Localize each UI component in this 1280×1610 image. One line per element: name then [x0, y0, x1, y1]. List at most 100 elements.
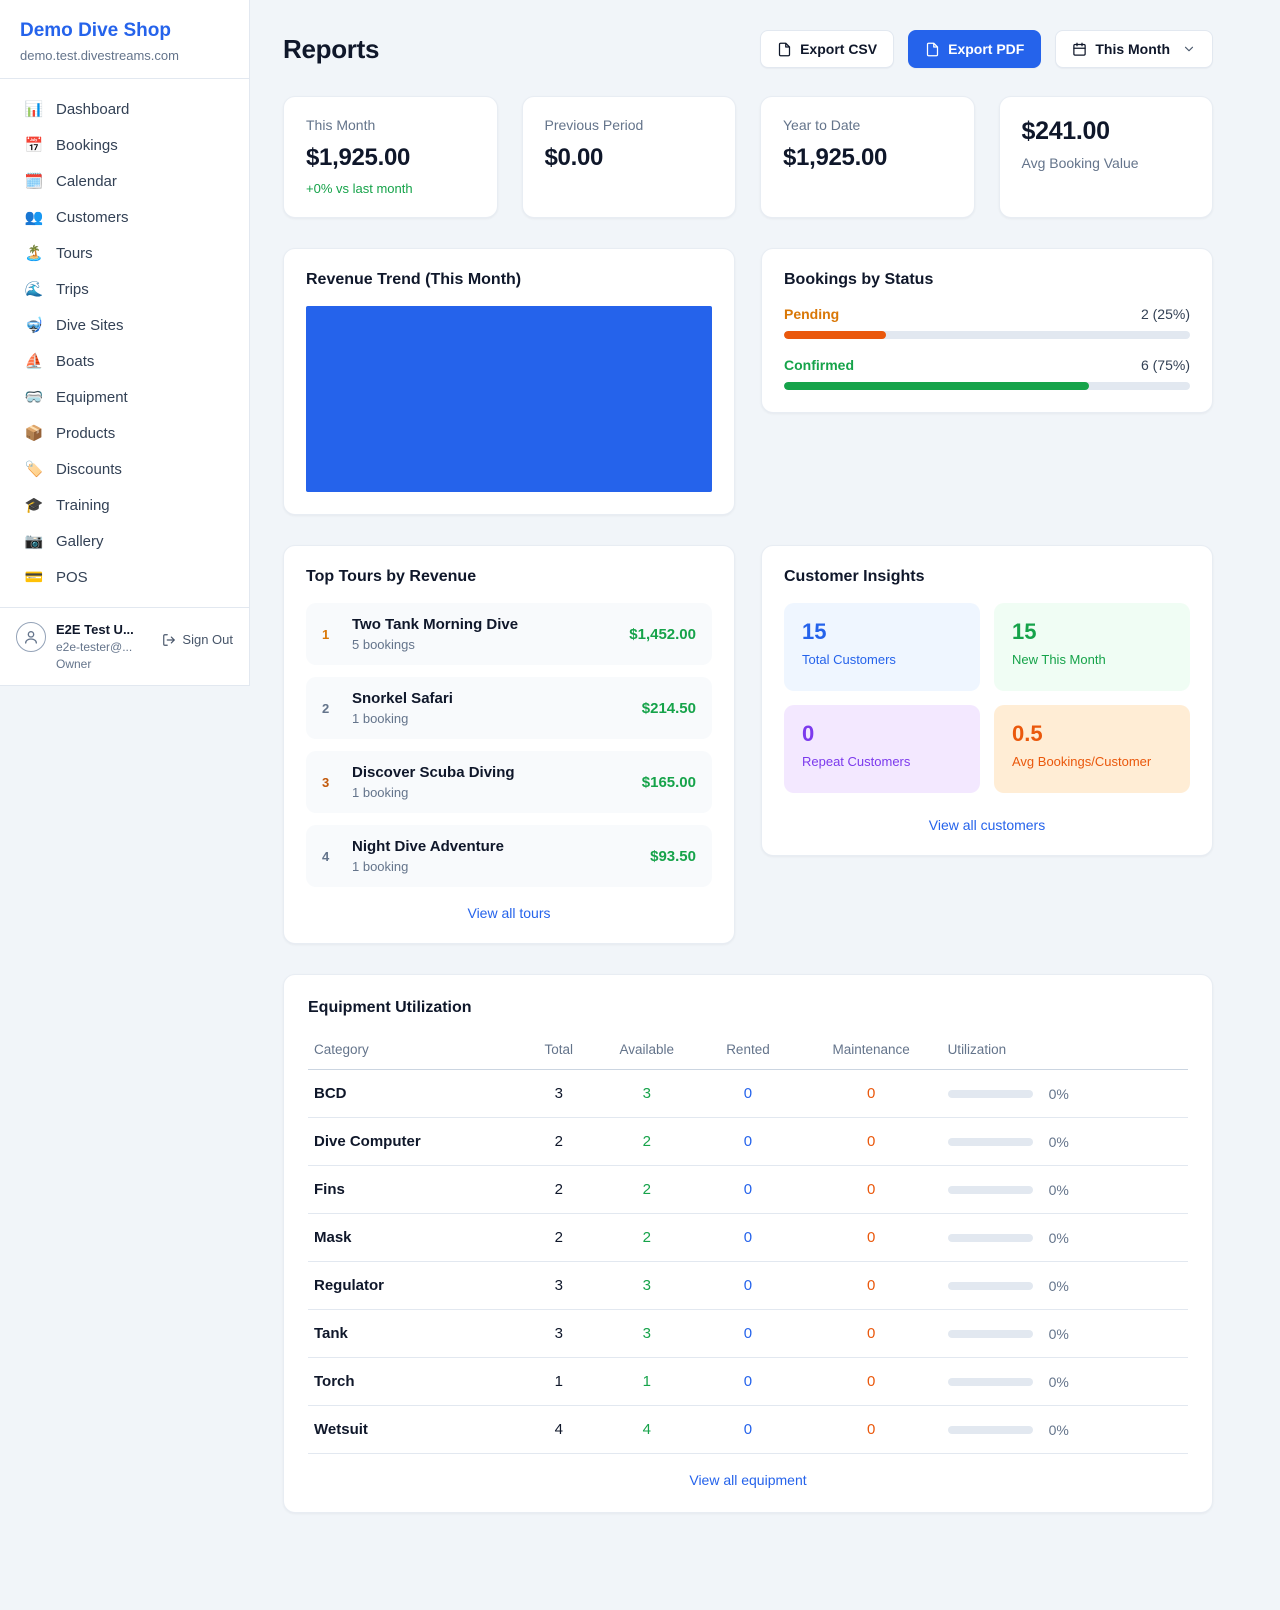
sidebar-item-boats[interactable]: ⛵ Boats: [12, 343, 237, 379]
tour-bookings: 1 booking: [352, 785, 409, 800]
cell-total: 3: [519, 1261, 599, 1310]
table-row: BCD 3 3 0 0 0%: [308, 1069, 1188, 1118]
sidebar-item-discounts[interactable]: 🏷️ Discounts: [12, 451, 237, 487]
utilization-bar: [947, 1089, 1033, 1098]
bookings-by-status-title: Bookings by Status: [784, 271, 934, 288]
cell-total: 2: [519, 1117, 599, 1166]
utilization-bar: [947, 1377, 1033, 1386]
sidebar-item-label: Products: [56, 424, 116, 442]
sidebar-item-bookings[interactable]: 📅 Bookings: [12, 127, 237, 163]
table-row: Mask 2 2 0 0 0%: [308, 1213, 1188, 1262]
status-value: 2 (25%): [1140, 306, 1190, 322]
bookings-icon: 📅: [24, 137, 44, 154]
column-header-utilization: Utilization: [941, 1034, 1188, 1070]
sidebar-item-pos[interactable]: 💳 POS: [12, 559, 237, 595]
cell-category: Regulator: [308, 1261, 520, 1310]
export-csv-label: Export CSV: [800, 41, 878, 57]
shop-name: Demo Dive Shop: [20, 20, 171, 41]
cell-total: 1: [519, 1357, 599, 1406]
sidebar-item-dive-sites[interactable]: 🤿 Dive Sites: [12, 307, 237, 343]
sidebar-item-dashboard[interactable]: 📊 Dashboard: [12, 91, 237, 127]
cell-maintenance: 0: [800, 1213, 942, 1262]
cell-category: Mask: [308, 1213, 520, 1262]
column-header-category: Category: [308, 1034, 520, 1070]
cell-utilization: 0%: [941, 1117, 1188, 1166]
cell-rented: 0: [695, 1261, 801, 1310]
cell-rented: 0: [695, 1117, 801, 1166]
period-dropdown[interactable]: This Month: [1055, 30, 1213, 68]
cell-available: 2: [598, 1165, 696, 1214]
cell-available: 4: [598, 1405, 696, 1454]
shop-domain: demo.test.divestreams.com: [20, 48, 179, 63]
utilization-bar: [947, 1185, 1033, 1194]
view-all-tours-link[interactable]: View all tours: [306, 905, 712, 921]
utilization-percent: 0%: [1048, 1277, 1069, 1294]
insight-avg-bookings-per-customer: 0.5 Avg Bookings/Customer: [994, 705, 1190, 793]
view-all-equipment-link[interactable]: View all equipment: [308, 1472, 1188, 1488]
cell-available: 1: [598, 1357, 696, 1406]
customer-insights-title: Customer Insights: [784, 568, 925, 585]
cell-utilization: 0%: [941, 1357, 1188, 1406]
equipment-utilization-card: Equipment Utilization Category Total Ava…: [283, 974, 1213, 1513]
sidebar-item-label: Dive Sites: [56, 316, 124, 334]
tour-rank: 2: [322, 700, 330, 716]
sidebar-item-training[interactable]: 🎓 Training: [12, 487, 237, 523]
calendar-icon: [1073, 42, 1087, 56]
utilization-percent: 0%: [1048, 1373, 1069, 1390]
cell-rented: 0: [695, 1357, 801, 1406]
table-row: Torch 1 1 0 0 0%: [308, 1357, 1188, 1406]
sidebar-item-gallery[interactable]: 📷 Gallery: [12, 523, 237, 559]
sidebar-item-trips[interactable]: 🌊 Trips: [12, 271, 237, 307]
table-row: Wetsuit 4 4 0 0 0%: [308, 1405, 1188, 1454]
utilization-percent: 0%: [1048, 1325, 1069, 1342]
period-label: This Month: [1095, 41, 1170, 57]
status-item-pending: Pending 2 (25%): [784, 306, 1190, 339]
sidebar-item-products[interactable]: 📦 Products: [12, 415, 237, 451]
tour-rank: 1: [322, 626, 330, 642]
sign-out-label: Sign Out: [182, 632, 233, 647]
stat-delta: +0% vs last month: [306, 181, 413, 196]
tours-icon: 🏝️: [24, 245, 44, 262]
insight-total-customers: 15 Total Customers: [784, 603, 980, 691]
revenue-trend-card: Revenue Trend (This Month): [283, 248, 735, 515]
user-name: E2E Test U...: [56, 622, 134, 637]
export-pdf-button[interactable]: Export PDF: [908, 30, 1042, 68]
stats-row: This Month $1,925.00 +0% vs last month P…: [283, 96, 1213, 218]
cell-rented: 0: [695, 1309, 801, 1358]
tour-list-item: 4 Night Dive Adventure 1 booking $93.50: [306, 825, 712, 887]
stat-label: Previous Period: [544, 117, 644, 133]
sidebar: Demo Dive Shop demo.test.divestreams.com…: [0, 0, 250, 686]
calendar-icon: 🗓️: [24, 173, 44, 190]
stat-card-avg-booking-value: $241.00 Avg Booking Value: [998, 96, 1213, 218]
table-row: Fins 2 2 0 0 0%: [308, 1165, 1188, 1214]
revenue-trend-title: Revenue Trend (This Month): [306, 271, 522, 288]
insight-repeat-customers: 0 Repeat Customers: [784, 705, 980, 793]
revenue-trend-chart: [306, 306, 712, 492]
sidebar-item-equipment[interactable]: 🥽 Equipment: [12, 379, 237, 415]
sidebar-item-label: Bookings: [56, 136, 118, 154]
sign-out-button[interactable]: Sign Out: [162, 632, 233, 647]
tour-rank: 4: [322, 848, 330, 864]
utilization-bar: [947, 1329, 1033, 1338]
export-csv-button[interactable]: Export CSV: [760, 30, 895, 68]
cell-category: Tank: [308, 1309, 520, 1358]
status-item-confirmed: Confirmed 6 (75%): [784, 357, 1190, 390]
sidebar-item-tours[interactable]: 🏝️ Tours: [12, 235, 237, 271]
utilization-percent: 0%: [1048, 1085, 1069, 1102]
column-header-rented: Rented: [695, 1034, 801, 1070]
equipment-icon: 🥽: [24, 389, 44, 406]
page-title: Reports: [283, 33, 380, 64]
sidebar-item-calendar[interactable]: 🗓️ Calendar: [12, 163, 237, 199]
view-all-customers-link[interactable]: View all customers: [784, 817, 1190, 833]
table-header-row: Category Total Available Rented Maintena…: [308, 1034, 1188, 1070]
tour-revenue: $214.50: [641, 699, 696, 717]
gallery-icon: 📷: [24, 533, 44, 550]
sidebar-item-label: Calendar: [56, 172, 117, 190]
cell-total: 3: [519, 1069, 599, 1118]
column-header-total: Total: [519, 1034, 599, 1070]
sidebar-item-customers[interactable]: 👥 Customers: [12, 199, 237, 235]
cell-rented: 0: [695, 1165, 801, 1214]
header-actions: Export CSV Export PDF This Month: [760, 30, 1213, 68]
sidebar-item-label: Dashboard: [56, 100, 130, 118]
tour-name: Snorkel Safari: [352, 690, 453, 707]
